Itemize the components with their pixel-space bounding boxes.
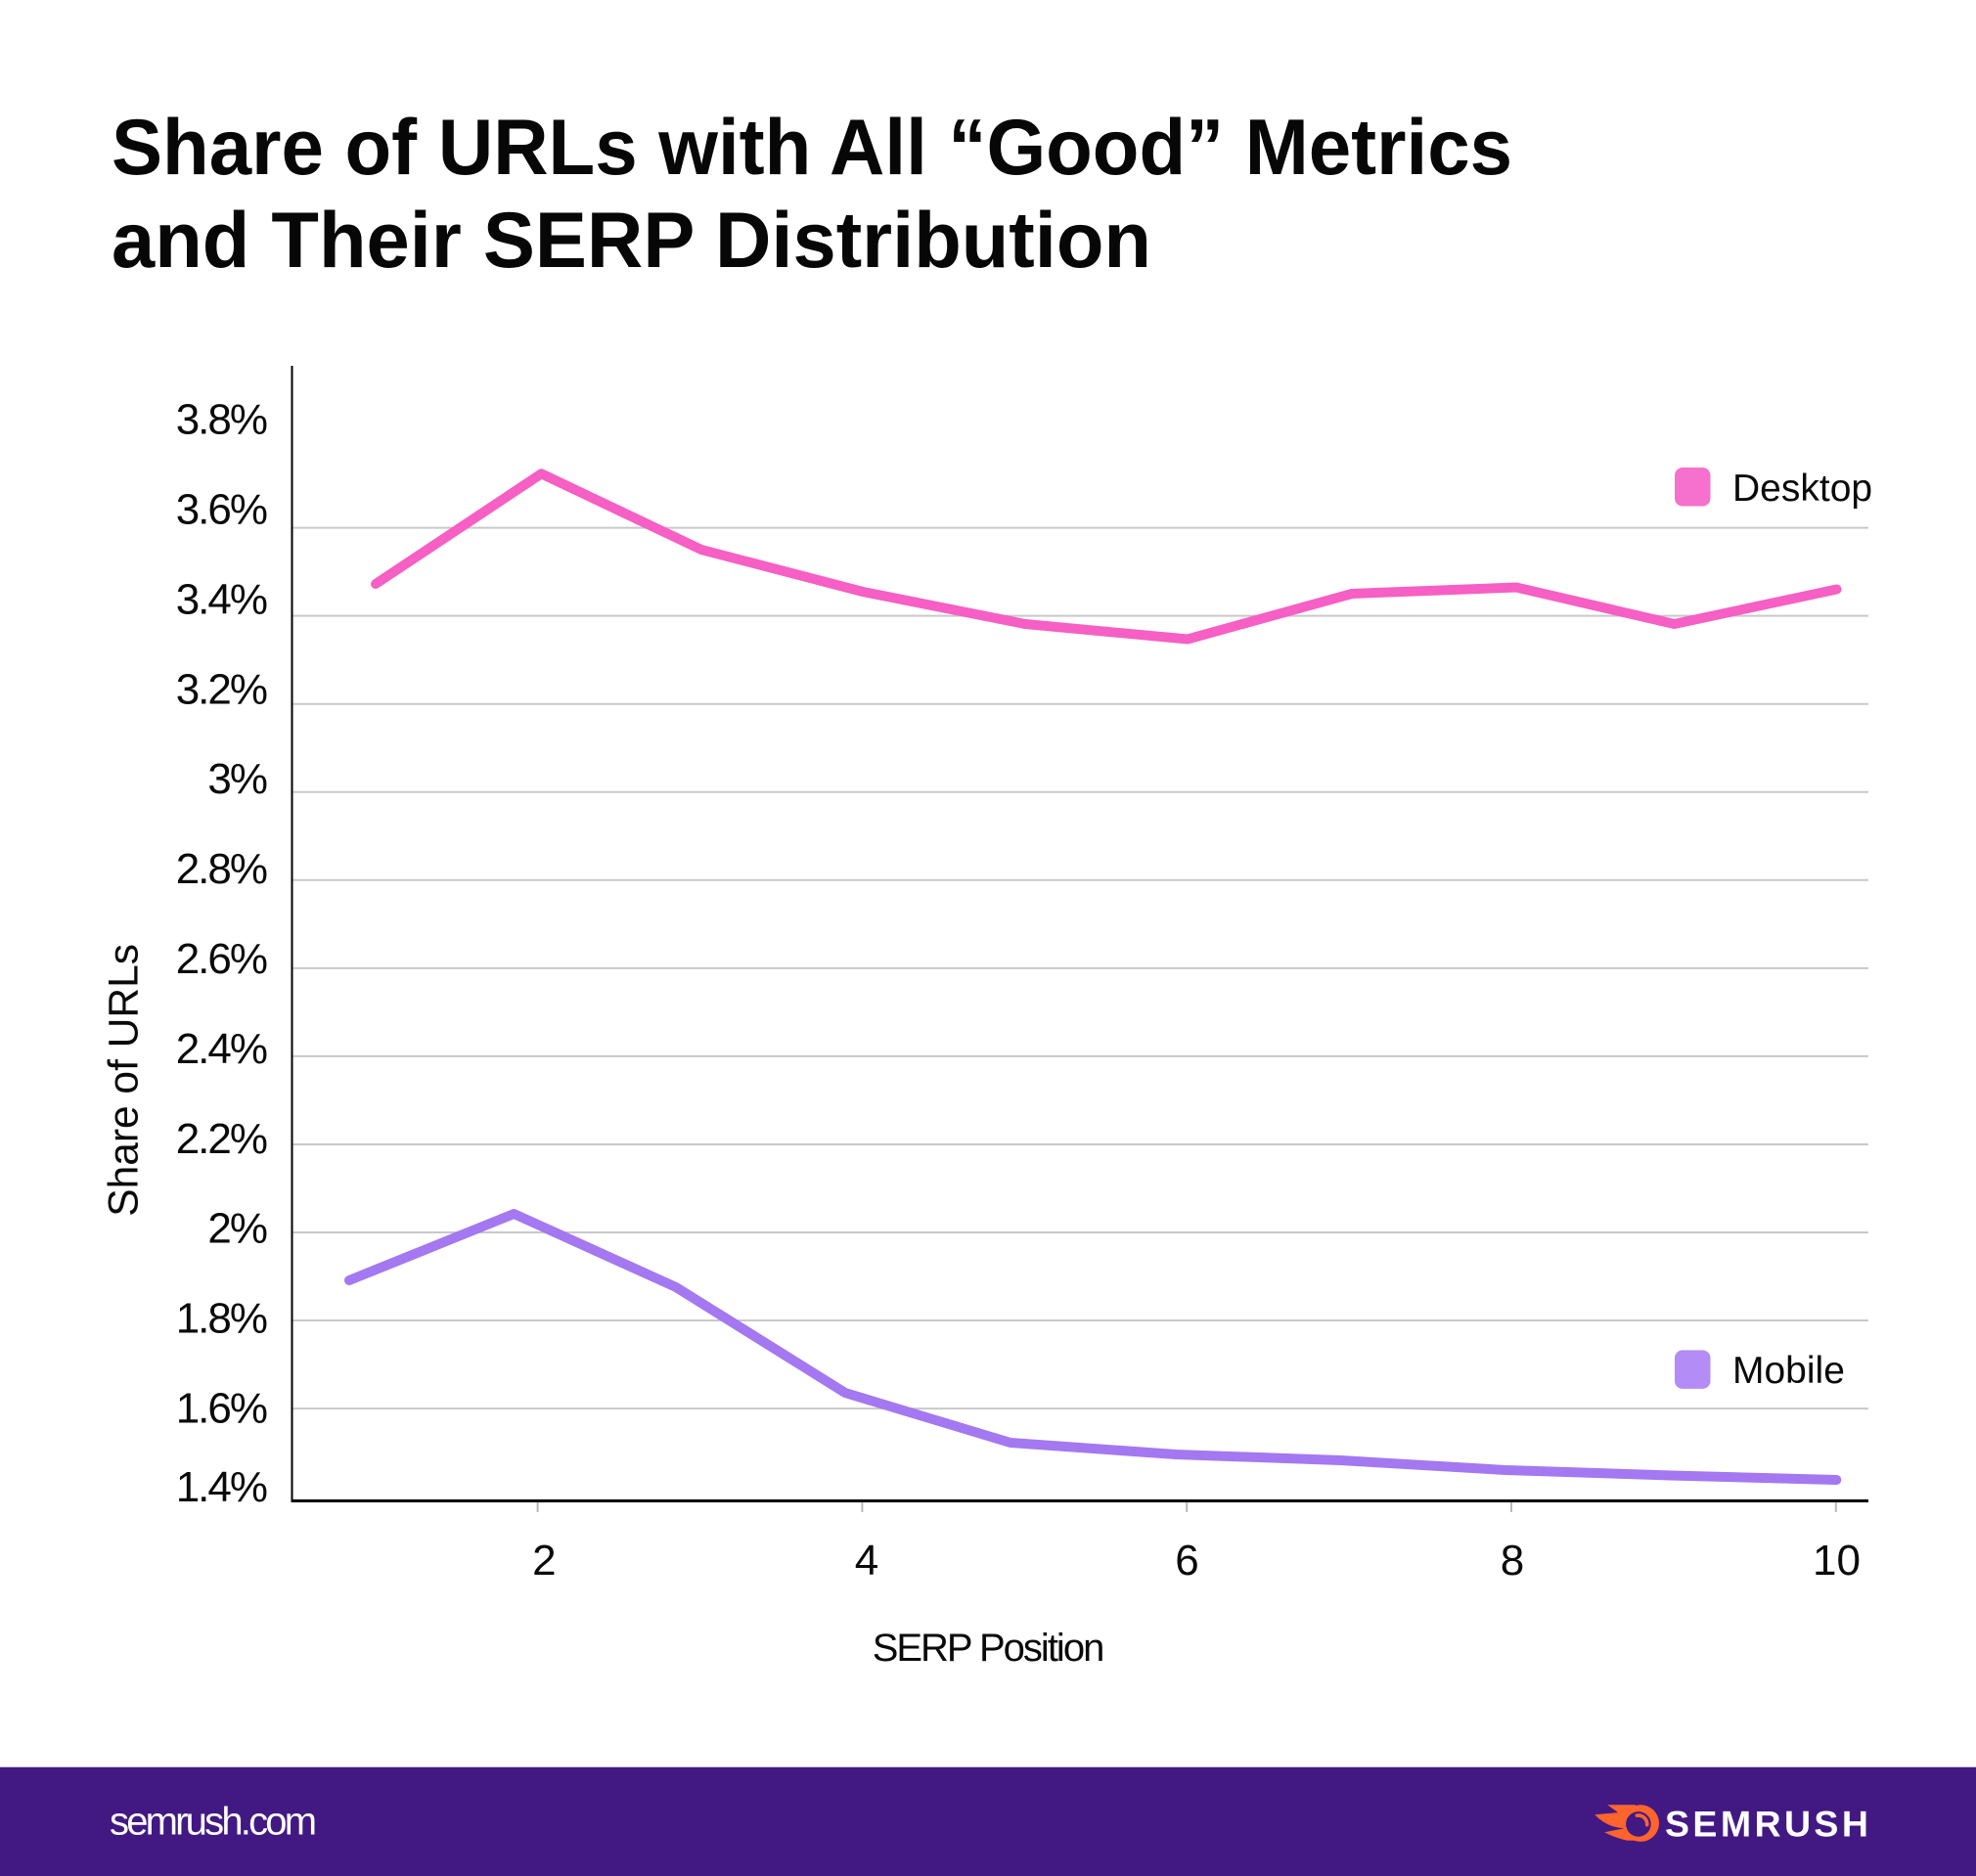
svg-text:SEMRUSH: SEMRUSH [1665,1804,1871,1845]
svg-text:2.6%: 2.6% [176,935,267,983]
svg-text:semrush.com: semrush.com [110,1801,315,1844]
svg-text:1.6%: 1.6% [176,1385,267,1433]
svg-text:and Their SERP Distribution: and Their SERP Distribution [112,197,1151,285]
svg-text:2.4%: 2.4% [176,1025,267,1073]
svg-text:Mobile: Mobile [1732,1350,1845,1392]
svg-text:4: 4 [855,1537,878,1585]
svg-text:1.4%: 1.4% [176,1463,267,1511]
svg-text:Share of URLs with All “Good”: Share of URLs with All “Good” Metrics [112,104,1512,192]
svg-text:8: 8 [1501,1537,1524,1585]
svg-text:2.8%: 2.8% [176,845,267,893]
svg-text:3.6%: 3.6% [176,486,267,534]
svg-text:SERP Position: SERP Position [873,1627,1103,1670]
svg-text:2%: 2% [207,1205,266,1253]
svg-text:3.4%: 3.4% [176,575,267,623]
svg-text:Share of URLs: Share of URLs [102,944,148,1217]
svg-text:1.8%: 1.8% [176,1295,267,1343]
svg-text:6: 6 [1175,1537,1198,1585]
svg-text:10: 10 [1813,1537,1861,1585]
svg-text:2.2%: 2.2% [176,1115,267,1163]
svg-text:3.8%: 3.8% [176,396,267,444]
svg-text:Desktop: Desktop [1732,468,1872,510]
svg-text:2: 2 [532,1537,556,1585]
svg-text:3.2%: 3.2% [176,665,267,713]
svg-text:3%: 3% [207,755,266,803]
